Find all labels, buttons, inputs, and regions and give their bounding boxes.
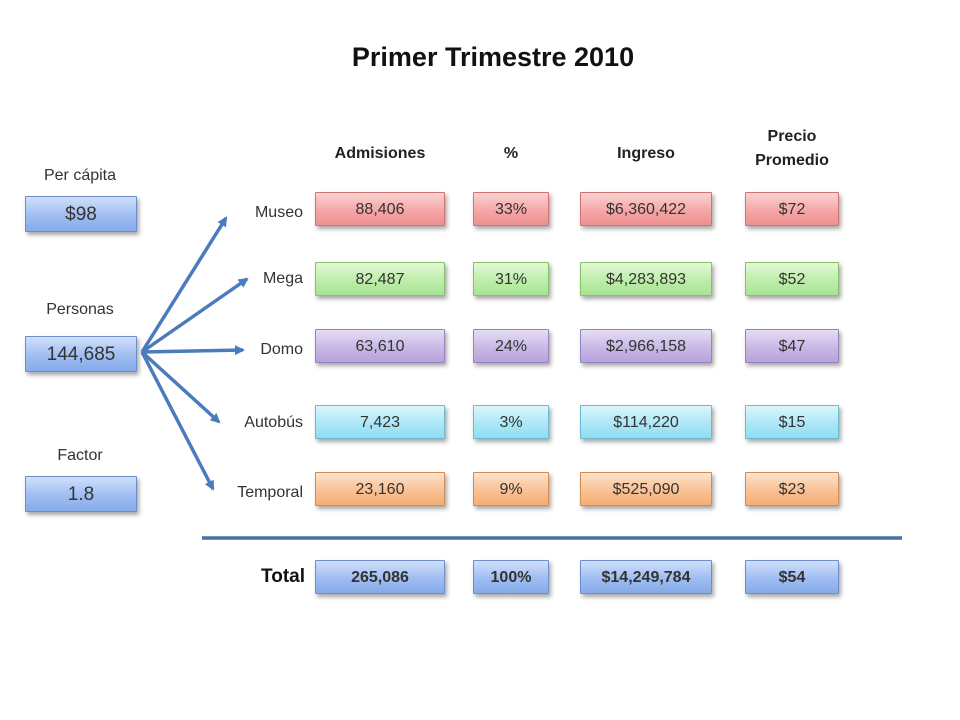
personas-label: Personas (46, 301, 114, 318)
column-admisiones: Admisiones (334, 145, 426, 162)
per-capita-label: Per cápita (43, 167, 117, 184)
row-label-mega: Mega (262, 270, 303, 287)
total-percent: 100% (473, 560, 549, 594)
factor-value-box: 1.8 (25, 476, 137, 512)
factor-label: Factor (57, 447, 103, 464)
total-label: Total (261, 566, 305, 587)
arrow-to-domo (141, 345, 245, 356)
temporal-ingreso: $525,090 (580, 472, 712, 506)
column-precio-promedio: Precio Promedio (745, 125, 839, 173)
arrow-to-museo (140, 216, 228, 353)
autobus-percent: 3% (473, 405, 549, 439)
arrow-to-autobus (140, 350, 221, 424)
row-label-temporal: Temporal (237, 484, 303, 501)
total-admisiones: 265,086 (315, 560, 445, 594)
personas-value-box: 144,685 (25, 336, 137, 372)
mega-ingreso: $4,283,893 (580, 262, 712, 296)
column-precio-line2: Promedio (755, 152, 829, 169)
museo-precio: $72 (745, 192, 839, 226)
arrow-to-temporal (140, 351, 215, 491)
column-ingreso: Ingreso (617, 145, 675, 162)
mega-percent: 31% (473, 262, 549, 296)
column-percent: % (503, 145, 519, 162)
total-ingreso: $14,249,784 (580, 560, 712, 594)
autobus-admisiones: 7,423 (315, 405, 445, 439)
museo-percent: 33% (473, 192, 549, 226)
autobus-precio: $15 (745, 405, 839, 439)
page-title: Primer Trimestre 2010 (351, 42, 635, 72)
museo-ingreso: $6,360,422 (580, 192, 712, 226)
arrow-to-mega (141, 277, 249, 354)
domo-percent: 24% (473, 329, 549, 363)
temporal-percent: 9% (473, 472, 549, 506)
museo-admisiones: 88,406 (315, 192, 445, 226)
per-capita-value-box: $98 (25, 196, 137, 232)
row-label-domo: Domo (260, 341, 303, 358)
row-label-museo: Museo (254, 204, 303, 221)
mega-precio: $52 (745, 262, 839, 296)
temporal-precio: $23 (745, 472, 839, 506)
total-precio: $54 (745, 560, 839, 594)
row-label-autobus: Autobús (244, 414, 303, 431)
domo-precio: $47 (745, 329, 839, 363)
temporal-admisiones: 23,160 (315, 472, 445, 506)
column-precio-line1: Precio (767, 128, 817, 145)
autobus-ingreso: $114,220 (580, 405, 712, 439)
mega-admisiones: 82,487 (315, 262, 445, 296)
domo-ingreso: $2,966,158 (580, 329, 712, 363)
domo-admisiones: 63,610 (315, 329, 445, 363)
